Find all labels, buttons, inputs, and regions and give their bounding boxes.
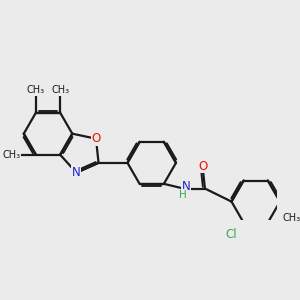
Text: O: O (92, 132, 100, 145)
Text: CH₃: CH₃ (2, 150, 20, 160)
Text: CH₃: CH₃ (27, 85, 45, 95)
Text: CH₃: CH₃ (51, 85, 69, 95)
Text: CH₃: CH₃ (283, 213, 300, 223)
Text: Cl: Cl (226, 228, 237, 241)
Text: O: O (198, 160, 208, 172)
Text: H: H (178, 190, 186, 200)
Text: N: N (72, 166, 81, 179)
Text: N: N (182, 180, 190, 193)
